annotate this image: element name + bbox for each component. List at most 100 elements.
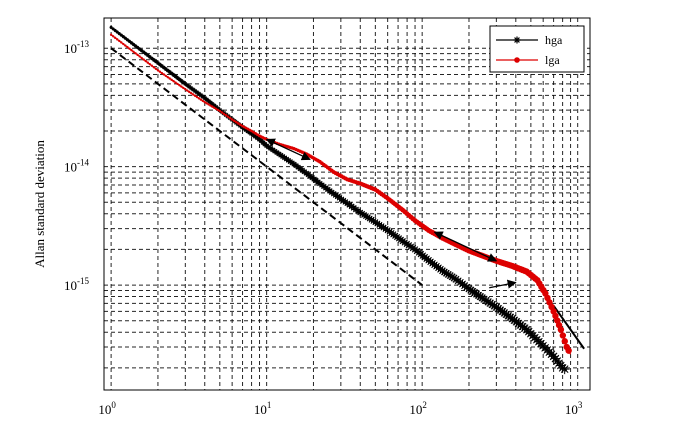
series-marker [126, 45, 129, 49]
x-tick-label: 101 [254, 400, 272, 417]
x-tick-label: 103 [565, 400, 583, 417]
series-marker [226, 115, 230, 118]
tick-labels: 100 101 102 103 10-15 10-14 10-13 [64, 39, 583, 417]
plot-frame [103, 17, 591, 391]
reference-line-dashed [110, 47, 423, 286]
series-marker [565, 347, 572, 354]
series-marker [218, 109, 222, 113]
series-marker [179, 78, 184, 84]
series-marker [138, 55, 141, 58]
legend: hga lga [489, 25, 585, 73]
series-marker [115, 30, 119, 34]
series-marker [125, 38, 130, 42]
series-marker [116, 38, 119, 41]
series-marker [188, 85, 194, 91]
series-marker [214, 107, 218, 111]
series-marker [132, 50, 135, 53]
series-marker [206, 98, 211, 104]
series-marker [237, 122, 240, 125]
series-marker [487, 299, 497, 310]
series-marker [131, 42, 136, 47]
series-marker [445, 271, 455, 281]
series-marker [212, 106, 216, 109]
annotations [265, 138, 517, 289]
series-marker [118, 39, 121, 43]
series-marker [166, 75, 169, 79]
series-marker [146, 61, 149, 64]
series-marker [163, 66, 168, 71]
series-marker [250, 129, 253, 133]
series-marker [111, 35, 115, 38]
series-marker [188, 90, 191, 94]
series-marker [192, 88, 198, 94]
series-marker [185, 83, 190, 88]
series-marker [147, 54, 152, 59]
series-marker [201, 99, 205, 103]
series-marker [113, 36, 117, 40]
series-marker [135, 45, 140, 50]
series-marker [117, 31, 121, 36]
series-marker [142, 58, 145, 61]
series-marker [198, 92, 204, 98]
series-marker [139, 48, 144, 53]
series-marker [197, 97, 201, 100]
series-marker [449, 273, 459, 283]
reference-line-solid [552, 305, 585, 350]
series-marker [144, 59, 147, 63]
series-marker [143, 51, 148, 56]
series-marker [183, 81, 188, 87]
reference-lines [110, 47, 585, 350]
series-marker [561, 338, 568, 345]
series-marker [184, 88, 187, 91]
arrow-annotation [489, 279, 517, 289]
series-marker [169, 71, 174, 76]
series-marker [485, 298, 495, 308]
series-marker [164, 74, 167, 77]
series-marker [170, 78, 173, 82]
series-marker [438, 266, 447, 276]
series-marker [180, 85, 183, 88]
series-marker [160, 71, 164, 75]
series-marker [127, 39, 132, 44]
series-marker [148, 62, 151, 66]
series-marker [483, 297, 493, 307]
legend-label: lga [545, 53, 560, 67]
series-marker [171, 72, 176, 78]
y-tick-label: 10-14 [64, 158, 89, 175]
legend-marker-star [513, 36, 521, 44]
series-marker [230, 118, 234, 121]
series-marker [121, 35, 125, 39]
series-marker [203, 101, 206, 104]
series-marker [211, 105, 214, 108]
series-marker [168, 77, 171, 80]
series-marker [151, 58, 156, 62]
series-marker [175, 75, 180, 81]
series-marker [441, 268, 451, 278]
series-marker [140, 56, 143, 60]
series-marker [202, 95, 208, 101]
series-marker [181, 80, 186, 85]
series-marker [120, 41, 123, 44]
series-marker [228, 116, 232, 120]
legend-box [489, 25, 585, 73]
series-marker [130, 49, 133, 52]
series-hga [109, 25, 570, 375]
series-marker [193, 94, 197, 97]
y-tick-label: 10-15 [64, 276, 89, 293]
x-tick-label: 102 [409, 400, 427, 417]
y-tick-label: 10-13 [64, 39, 89, 56]
series-marker [440, 267, 449, 277]
double-arrow-annotation [265, 138, 311, 161]
series-marker [209, 101, 215, 107]
series-marker [154, 67, 158, 71]
series-marker [557, 362, 568, 373]
series-marker [443, 270, 453, 279]
series-marker [129, 41, 134, 45]
series-marker [119, 33, 123, 37]
series-marker [134, 52, 137, 55]
series-marker [136, 53, 139, 57]
series-marker [559, 364, 570, 375]
series-marker [137, 47, 142, 51]
series-marker [186, 84, 192, 89]
series-marker [124, 44, 127, 47]
